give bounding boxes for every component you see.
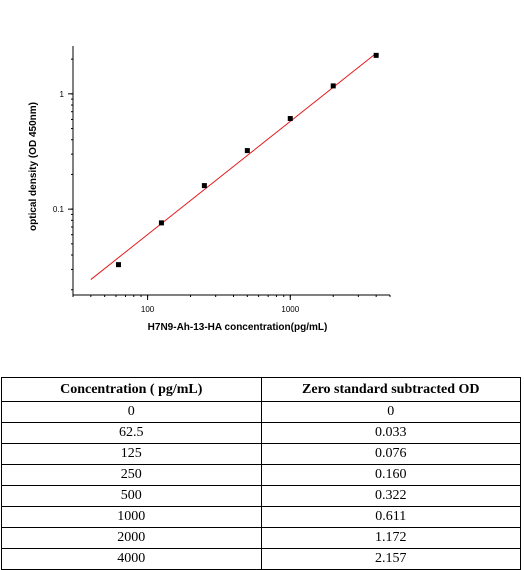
- x-tick-label: 100: [141, 305, 155, 314]
- fit-line: [90, 52, 377, 280]
- concentration-cell: 62.5: [1, 422, 262, 444]
- x-axis-title: H7N9-Ah-13-HA concentration(pg/mL): [148, 322, 328, 333]
- concentration-cell: 1000: [1, 506, 262, 528]
- table-row: 1000 0.611: [1, 506, 521, 528]
- y-tick-label: 1: [60, 90, 65, 99]
- data-point: [115, 262, 121, 268]
- table-row: 4000 2.157: [1, 548, 521, 570]
- od-cell: 0.611: [260, 506, 521, 528]
- header-concentration: Concentration ( pg/mL): [1, 377, 262, 402]
- table-header-row: Concentration ( pg/mL) Zero standard sub…: [1, 377, 521, 402]
- data-point: [287, 116, 293, 122]
- data-table: Concentration ( pg/mL) Zero standard sub…: [1, 377, 521, 570]
- minor-ticks: [71, 58, 391, 297]
- concentration-cell: 4000: [1, 548, 262, 570]
- data-point: [201, 183, 207, 189]
- table-row: 125 0.076: [1, 443, 521, 465]
- major-ticks: [68, 93, 291, 300]
- y-axis-title: optical density (OD 450nm): [28, 102, 39, 231]
- od-cell: 0: [260, 401, 521, 423]
- concentration-cell: 125: [1, 443, 262, 465]
- x-tick-label: 1000: [281, 305, 299, 314]
- concentration-cell: 0: [1, 401, 262, 423]
- data-point: [330, 83, 336, 89]
- od-cell: 0.076: [260, 443, 521, 465]
- od-cell: 0.033: [260, 422, 521, 444]
- data-point: [244, 148, 250, 154]
- data-point: [158, 220, 164, 226]
- table-row: 500 0.322: [1, 485, 521, 507]
- standard-curve-chart: 100 1000 0.1 1 H7N9-Ah-13-HA concentration(…: [28, 46, 391, 333]
- tick-labels: 100 1000 0.1 1: [53, 90, 300, 314]
- header-od: Zero standard subtracted OD: [260, 377, 521, 402]
- od-cell: 2.157: [260, 548, 521, 570]
- od-cell: 1.172: [260, 527, 521, 549]
- concentration-cell: 250: [1, 464, 262, 486]
- table-row: 2000 1.172: [1, 527, 521, 549]
- y-tick-label: 0.1: [53, 205, 65, 214]
- od-cell: 0.160: [260, 464, 521, 486]
- concentration-cell: 500: [1, 485, 262, 507]
- table-row: 62.5 0.033: [1, 422, 521, 444]
- data-point: [373, 52, 379, 58]
- od-cell: 0.322: [260, 485, 521, 507]
- table-row: 250 0.160: [1, 464, 521, 486]
- concentration-cell: 2000: [1, 527, 262, 549]
- data-points: [115, 52, 379, 268]
